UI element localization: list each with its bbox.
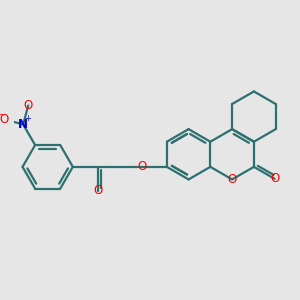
Text: O: O xyxy=(137,160,146,173)
Text: O: O xyxy=(227,173,237,186)
Text: O: O xyxy=(24,99,33,112)
Text: −: − xyxy=(0,110,4,119)
Text: O: O xyxy=(270,172,279,185)
Text: +: + xyxy=(24,114,31,123)
Text: N: N xyxy=(18,118,28,131)
Text: O: O xyxy=(93,184,103,197)
Text: O: O xyxy=(0,113,9,126)
